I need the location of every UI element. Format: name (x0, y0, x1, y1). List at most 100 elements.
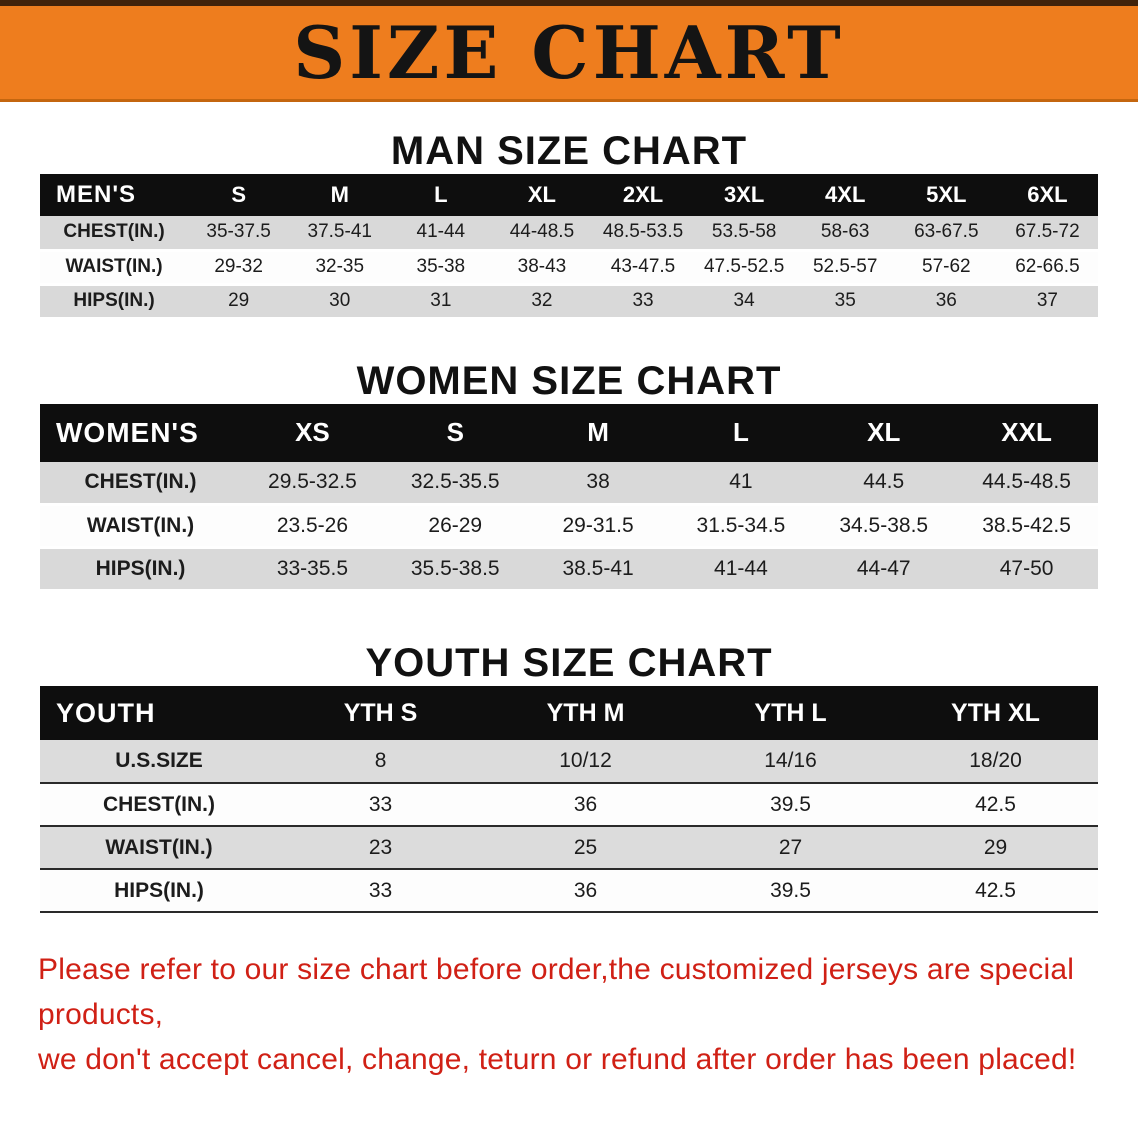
size-cell: 10/12 (483, 740, 689, 784)
size-cell: 42.5 (893, 869, 1098, 913)
size-cell: 35-37.5 (188, 216, 290, 252)
size-cell: 14/16 (688, 740, 893, 784)
youth-size-table: YOUTH YTH S YTH M YTH L YTH XL U.S.SIZE … (40, 686, 1098, 913)
size-cell: 29-32 (188, 250, 290, 286)
size-header-cell: L (390, 174, 492, 216)
size-cell: 27 (688, 826, 893, 870)
size-cell: 34 (693, 284, 795, 320)
size-cell: 43-47.5 (592, 250, 694, 286)
disclaimer-line-1: Please refer to our size chart before or… (38, 953, 1075, 1031)
disclaimer: Please refer to our size chart before or… (0, 947, 1138, 1082)
women-section: WOMEN SIZE CHART WOMEN'S XS S M L XL XXL… (0, 358, 1138, 592)
size-cell: 36 (895, 284, 997, 320)
men-chest-row: CHEST(IN.) 35-37.5 37.5-41 41-44 44-48.5… (40, 216, 1098, 252)
size-cell: 44-47 (812, 547, 956, 592)
size-cell: 62-66.5 (996, 250, 1098, 286)
size-header-cell: M (526, 403, 670, 462)
women-hips-row: HIPS(IN.) 33-35.5 35.5-38.5 38.5-41 41-4… (40, 547, 1098, 592)
women-size-table: WOMEN'S XS S M L XL XXL CHEST(IN.) 29.5-… (40, 403, 1098, 592)
women-section-heading: WOMEN SIZE CHART (356, 358, 782, 403)
size-cell: 39.5 (688, 869, 893, 913)
men-waist-row: WAIST(IN.) 29-32 32-35 35-38 38-43 43-47… (40, 250, 1098, 286)
row-label: HIPS(IN.) (40, 869, 279, 913)
size-header-cell: WOMEN'S (40, 403, 242, 462)
size-cell: 48.5-53.5 (592, 216, 694, 252)
size-cell: 35.5-38.5 (383, 547, 527, 592)
size-header-cell: M (289, 174, 391, 216)
size-header-cell: XL (812, 403, 956, 462)
youth-ussize-row: U.S.SIZE 8 10/12 14/16 18/20 (40, 740, 1098, 784)
size-cell: 23.5-26 (241, 504, 384, 549)
size-header-cell: XS (241, 403, 384, 462)
row-label: WAIST(IN.) (40, 826, 279, 870)
size-cell: 29 (188, 284, 290, 320)
size-cell: 37.5-41 (289, 216, 391, 252)
size-cell: 47.5-52.5 (693, 250, 795, 286)
size-cell: 25 (483, 826, 689, 870)
size-cell: 31.5-34.5 (669, 504, 813, 549)
size-cell: 41 (669, 461, 813, 506)
size-cell: 52.5-57 (794, 250, 896, 286)
size-header-cell: 5XL (895, 174, 997, 216)
size-cell: 34.5-38.5 (812, 504, 956, 549)
youth-section: YOUTH SIZE CHART YOUTH YTH S YTH M YTH L… (0, 640, 1138, 913)
size-cell: 33 (278, 869, 484, 913)
size-header-cell: 2XL (592, 174, 694, 216)
youth-hips-row: HIPS(IN.) 33 36 39.5 42.5 (40, 869, 1098, 913)
size-cell: 36 (483, 869, 689, 913)
size-header-cell: YOUTH (40, 686, 279, 740)
banner: SIZE CHART (0, 0, 1138, 102)
size-cell: 58-63 (794, 216, 896, 252)
size-chart-page: SIZE CHART MAN SIZE CHART MEN'S S M L XL… (0, 0, 1138, 1082)
size-header-cell: 4XL (794, 174, 896, 216)
row-label: U.S.SIZE (40, 740, 279, 784)
size-cell: 32.5-35.5 (383, 461, 527, 506)
size-cell: 29.5-32.5 (241, 461, 384, 506)
size-cell: 57-62 (895, 250, 997, 286)
size-cell: 38 (526, 461, 670, 506)
size-cell: 18/20 (893, 740, 1098, 784)
size-cell: 47-50 (955, 547, 1098, 592)
size-cell: 37 (996, 284, 1098, 320)
row-label: CHEST(IN.) (40, 216, 189, 252)
size-cell: 38.5-42.5 (955, 504, 1098, 549)
size-cell: 44.5-48.5 (955, 461, 1098, 506)
row-label: CHEST(IN.) (40, 783, 279, 827)
size-header-cell: S (383, 403, 527, 462)
size-header-cell: L (669, 403, 813, 462)
size-cell: 30 (289, 284, 391, 320)
row-label: HIPS(IN.) (40, 547, 242, 592)
page-title: SIZE CHART (293, 9, 845, 95)
size-header-cell: S (188, 174, 290, 216)
size-cell: 26-29 (383, 504, 527, 549)
row-label: HIPS(IN.) (40, 284, 189, 320)
size-cell: 35 (794, 284, 896, 320)
row-label: WAIST(IN.) (40, 504, 242, 549)
size-header-cell: YTH S (278, 686, 484, 740)
women-header-row: WOMEN'S XS S M L XL XXL (40, 403, 1098, 462)
youth-section-heading: YOUTH SIZE CHART (365, 641, 773, 685)
size-header-cell: 6XL (996, 174, 1098, 216)
size-cell: 23 (278, 826, 484, 870)
disclaimer-line-2: we don't accept cancel, change, teturn o… (38, 1043, 1077, 1076)
size-cell: 44-48.5 (491, 216, 593, 252)
row-label: CHEST(IN.) (40, 461, 242, 506)
youth-waist-row: WAIST(IN.) 23 25 27 29 (40, 826, 1098, 870)
size-header-cell: MEN'S (40, 174, 189, 216)
size-header-cell: YTH M (483, 686, 689, 740)
size-cell: 32-35 (289, 250, 391, 286)
size-header-cell: YTH L (688, 686, 893, 740)
size-cell: 33-35.5 (241, 547, 384, 592)
size-cell: 33 (592, 284, 694, 320)
size-cell: 38.5-41 (526, 547, 670, 592)
size-cell: 63-67.5 (895, 216, 997, 252)
size-cell: 41-44 (669, 547, 813, 592)
size-cell: 44.5 (812, 461, 956, 506)
size-cell: 31 (390, 284, 492, 320)
size-cell: 38-43 (491, 250, 593, 286)
size-cell: 29 (893, 826, 1098, 870)
size-cell: 32 (491, 284, 593, 320)
size-cell: 42.5 (893, 783, 1098, 827)
size-cell: 39.5 (688, 783, 893, 827)
men-hips-row: HIPS(IN.) 29 30 31 32 33 34 35 36 37 (40, 284, 1098, 320)
